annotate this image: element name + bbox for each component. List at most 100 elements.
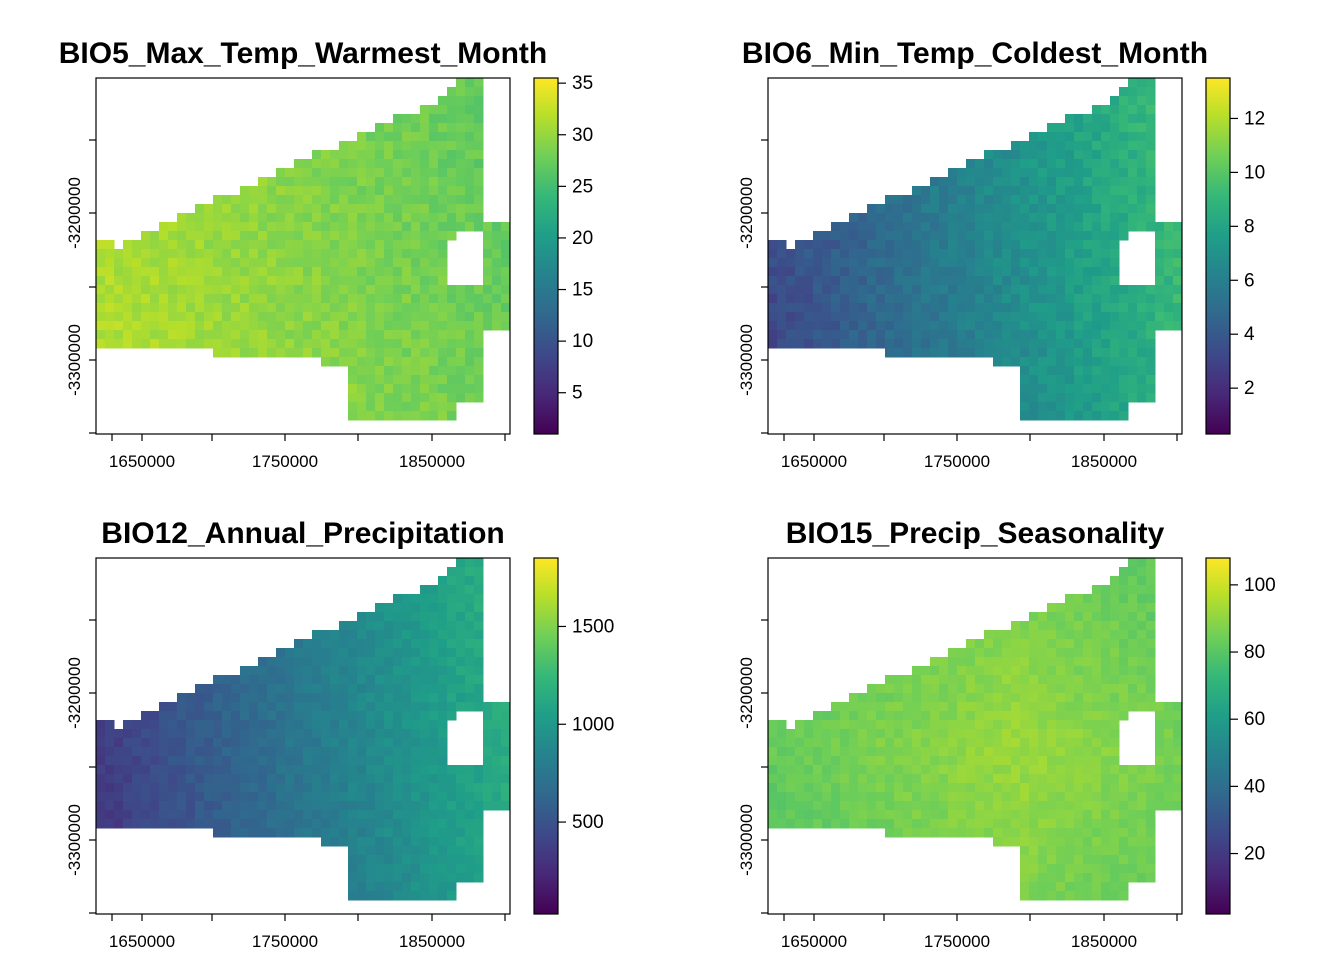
raster-cell (438, 123, 448, 133)
raster-cell (1029, 657, 1039, 667)
raster-cell (294, 222, 304, 232)
map-frame (767, 77, 1183, 435)
raster-cell (321, 657, 331, 667)
raster-cell (474, 384, 484, 394)
raster-cell (975, 312, 985, 322)
raster-cell (177, 222, 187, 232)
raster-cell (402, 783, 412, 793)
raster-cell (456, 375, 466, 385)
raster-cell (930, 348, 940, 358)
raster-cell (285, 204, 295, 214)
raster-cell (348, 864, 358, 874)
raster-cell (1002, 186, 1012, 196)
raster-cell (1065, 222, 1075, 232)
raster-cell (384, 159, 394, 169)
raster-cell (438, 810, 448, 820)
raster-cell (1056, 384, 1066, 394)
raster-cell (222, 276, 232, 286)
raster-cell (858, 267, 868, 277)
raster-cell (777, 729, 787, 739)
raster-cell (876, 801, 886, 811)
raster-cell (1155, 285, 1165, 295)
raster-cell (903, 684, 913, 694)
raster-cell (1074, 339, 1084, 349)
raster-cell (1038, 186, 1048, 196)
raster-cell (429, 303, 439, 313)
raster-cell (303, 267, 313, 277)
raster-cell (384, 366, 394, 376)
raster-cell (768, 258, 778, 268)
raster-cell (1155, 276, 1165, 286)
raster-cell (1038, 666, 1048, 676)
raster-cell (1110, 720, 1120, 730)
raster-cell (1101, 150, 1111, 160)
raster-cell (393, 630, 403, 640)
raster-cell (1074, 267, 1084, 277)
x-tick-label: 1650000 (781, 452, 847, 471)
raster-cell (321, 801, 331, 811)
raster-cell (465, 783, 475, 793)
raster-cell (249, 828, 259, 838)
raster-cell (1056, 711, 1066, 721)
raster-cell (474, 114, 484, 124)
raster-cell (411, 267, 421, 277)
raster-cell (1056, 204, 1066, 214)
raster-cell (501, 285, 511, 295)
raster-cell (786, 249, 796, 259)
raster-cell (474, 594, 484, 604)
raster-cell (1038, 411, 1048, 421)
raster-cell (384, 204, 394, 214)
raster-cell (1146, 693, 1156, 703)
raster-cell (258, 666, 268, 676)
raster-cell (465, 666, 475, 676)
raster-cell (1020, 648, 1030, 658)
raster-cell (294, 204, 304, 214)
raster-cell (330, 231, 340, 241)
raster-cell (1137, 141, 1147, 151)
raster-cell (357, 303, 367, 313)
raster-cell (1074, 666, 1084, 676)
raster-cell (105, 249, 115, 259)
raster-cell (285, 792, 295, 802)
raster-cell (1128, 810, 1138, 820)
raster-cell (438, 411, 448, 421)
raster-cell (186, 285, 196, 295)
raster-cell (1128, 630, 1138, 640)
raster-cell (420, 819, 430, 829)
raster-cell (795, 729, 805, 739)
raster-cell (912, 819, 922, 829)
raster-cell (438, 285, 448, 295)
raster-cell (465, 873, 475, 883)
raster-cell (366, 294, 376, 304)
raster-cell (285, 666, 295, 676)
raster-cell (831, 285, 841, 295)
raster-cell (1011, 222, 1021, 232)
raster-cell (447, 837, 457, 847)
raster-cell (456, 774, 466, 784)
raster-cell (357, 321, 367, 331)
raster-cell (456, 567, 466, 577)
raster-cell (402, 810, 412, 820)
raster-cell (1065, 285, 1075, 295)
raster-cell (822, 738, 832, 748)
raster-cell (1065, 720, 1075, 730)
raster-cell (357, 855, 367, 865)
raster-cell (366, 756, 376, 766)
raster-cell (1128, 837, 1138, 847)
raster-cell (447, 675, 457, 685)
raster-cell (1146, 168, 1156, 178)
legend-tick-label: 1500 (572, 616, 614, 637)
raster-cell (948, 312, 958, 322)
raster-cell (321, 819, 331, 829)
raster-cell (357, 630, 367, 640)
raster-cell (231, 204, 241, 214)
raster-cell (375, 411, 385, 421)
raster-cell (1101, 177, 1111, 187)
raster-cell (204, 711, 214, 721)
raster-cell (1047, 792, 1057, 802)
raster-cell (465, 366, 475, 376)
raster-cell (1047, 783, 1057, 793)
raster-cell (1146, 294, 1156, 304)
raster-cell (1038, 828, 1048, 838)
raster-cell (204, 240, 214, 250)
